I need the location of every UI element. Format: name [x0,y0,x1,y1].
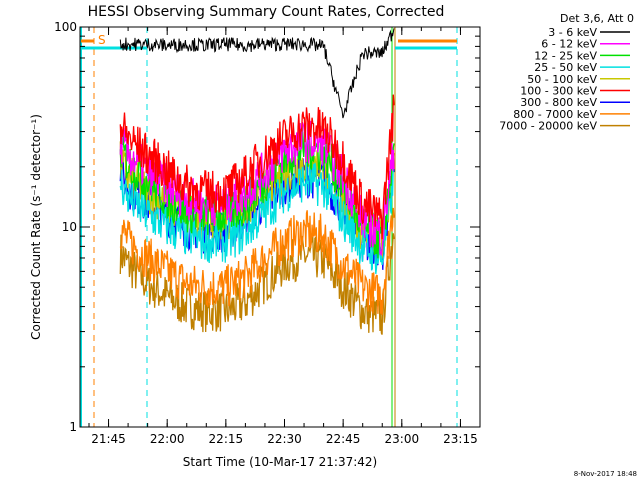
legend-label: 12 - 25 keV [534,49,597,62]
x-tick-label: 23:00 [385,432,420,446]
legend-label: 6 - 12 keV [541,38,597,51]
legend-label: 50 - 100 keV [527,73,597,86]
x-tick-label: 22:00 [150,432,185,446]
markers-layer: S [80,27,458,427]
y-tick-label: 1 [69,420,77,434]
legend-label: 300 - 800 keV [520,96,597,109]
y-tick-label: 100 [54,20,77,34]
plot-frame [79,26,481,428]
footer-date: 8-Nov-2017 18:48 [574,470,637,478]
legend-label: 100 - 300 keV [520,85,597,98]
legend-label: 800 - 7000 keV [513,108,597,121]
series-line [119,94,395,240]
chart-title: HESSI Observing Summary Count Rates, Cor… [88,4,445,20]
series-line [119,233,395,335]
y-tick-label: 10 [62,220,77,234]
x-tick-label: 23:15 [443,432,478,446]
x-axis: 21:45 22:00 22:15 22:30 22:45 23:00 23:15 [88,27,481,446]
y-axis: 1 10 100 [54,20,480,434]
x-tick-label: 22:15 [209,432,244,446]
legend-label: 3 - 6 keV [548,26,597,39]
x-tick-label: 21:45 [91,432,126,446]
y-axis-label: Corrected Count Rate (s⁻¹ detector⁻¹) [29,114,43,340]
legend-label: 7000 - 20000 keV [499,120,597,133]
marker-label: S [98,33,106,47]
legend-label: 25 - 50 keV [534,61,597,74]
x-axis-label: Start Time (10-Mar-17 21:37:42) [183,455,377,469]
plot-area: S [79,26,481,428]
legend-title: Det 3,6, Att 0 [560,12,634,25]
series-layer [119,28,395,335]
series-line [119,28,395,119]
series-line [119,162,395,274]
x-tick-label: 22:45 [326,432,361,446]
x-tick-label: 22:30 [267,432,302,446]
series-line [119,207,395,315]
